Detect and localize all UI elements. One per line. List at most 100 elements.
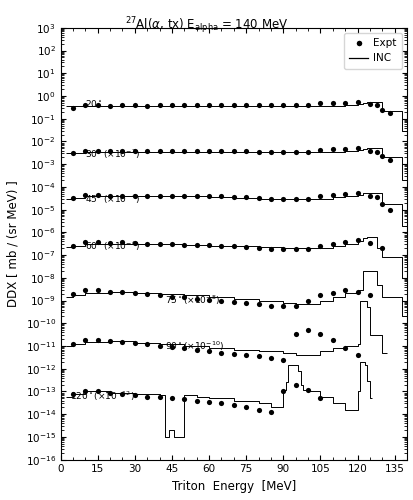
Point <box>94 388 101 396</box>
Point <box>279 148 286 156</box>
Point <box>156 291 162 299</box>
Point <box>193 192 199 200</box>
Point <box>304 101 311 109</box>
Point <box>304 246 311 254</box>
Point <box>385 156 392 164</box>
Point <box>292 330 298 338</box>
Point <box>119 390 126 398</box>
Text: 20$^\circ$: 20$^\circ$ <box>85 98 103 110</box>
Point <box>107 388 113 396</box>
Point <box>69 104 76 112</box>
Point <box>354 98 360 106</box>
Point <box>230 147 237 155</box>
Point <box>354 236 360 244</box>
Point <box>144 290 150 298</box>
Point <box>354 144 360 152</box>
Point <box>292 302 298 310</box>
Point <box>69 194 76 202</box>
Point <box>205 147 212 155</box>
Point <box>304 386 311 394</box>
Point <box>329 289 335 297</box>
Point <box>193 396 199 404</box>
Point <box>119 288 126 296</box>
Point <box>255 300 261 308</box>
Point <box>279 195 286 203</box>
Point <box>180 147 187 155</box>
Point <box>255 406 261 413</box>
Point <box>230 242 237 250</box>
Point <box>292 246 298 254</box>
Point <box>131 289 138 297</box>
Point <box>107 288 113 296</box>
Point <box>82 238 88 246</box>
Point <box>304 148 311 156</box>
Point <box>329 99 335 107</box>
Point <box>218 242 224 250</box>
Point <box>316 146 323 154</box>
Point <box>69 242 76 250</box>
Point <box>279 388 286 396</box>
Point <box>94 238 101 246</box>
Point <box>218 349 224 357</box>
Text: 90$^\circ$($\times$10$^{-10}$): 90$^\circ$($\times$10$^{-10}$) <box>164 340 223 352</box>
Point <box>168 101 175 109</box>
Point <box>378 106 385 114</box>
Point <box>329 336 335 344</box>
Point <box>242 299 249 307</box>
Point <box>354 351 360 359</box>
Point <box>205 296 212 304</box>
Text: $^{27}$Al($\alpha$, tx) E$_{\rm alpha}$ = 140 MeV: $^{27}$Al($\alpha$, tx) E$_{\rm alpha}$ … <box>125 15 288 36</box>
Point <box>267 148 273 156</box>
Point <box>316 99 323 107</box>
Point <box>144 240 150 248</box>
Point <box>180 241 187 249</box>
Point <box>378 244 385 252</box>
Point <box>107 102 113 110</box>
Point <box>354 189 360 197</box>
Point <box>267 246 273 254</box>
Point <box>205 398 212 406</box>
Point <box>304 195 311 203</box>
Point <box>94 286 101 294</box>
Point <box>373 100 380 108</box>
Point <box>316 192 323 200</box>
Point <box>180 344 187 352</box>
Point <box>385 109 392 117</box>
Point <box>366 238 373 246</box>
Point <box>218 296 224 304</box>
Point <box>69 290 76 298</box>
Point <box>292 195 298 203</box>
Point <box>168 192 175 200</box>
Point <box>82 336 88 344</box>
Point <box>267 101 273 109</box>
Point <box>366 100 373 108</box>
Point <box>378 200 385 208</box>
Point <box>156 192 162 200</box>
Point <box>82 147 88 155</box>
Point <box>193 241 199 249</box>
Point <box>107 147 113 155</box>
Point <box>131 238 138 246</box>
Point <box>341 144 348 152</box>
Point <box>242 194 249 202</box>
Point <box>242 147 249 155</box>
Point <box>218 100 224 108</box>
Point <box>119 338 126 346</box>
Point <box>329 240 335 248</box>
X-axis label: Triton  Energy  [MeV]: Triton Energy [MeV] <box>171 480 295 493</box>
Point <box>292 380 298 388</box>
Point <box>255 352 261 360</box>
Point <box>168 343 175 351</box>
Point <box>107 192 113 200</box>
Point <box>292 101 298 109</box>
Point <box>304 326 311 334</box>
Point <box>242 351 249 359</box>
Text: 60$^\circ$($\times$10$^{-6}$): 60$^\circ$($\times$10$^{-6}$) <box>85 240 140 252</box>
Point <box>205 192 212 200</box>
Point <box>366 147 373 155</box>
Point <box>180 192 187 200</box>
Point <box>242 404 249 411</box>
Point <box>168 394 175 402</box>
Text: 45$^\circ$($\times$10$^{-4}$): 45$^\circ$($\times$10$^{-4}$) <box>85 192 140 206</box>
Point <box>82 100 88 108</box>
